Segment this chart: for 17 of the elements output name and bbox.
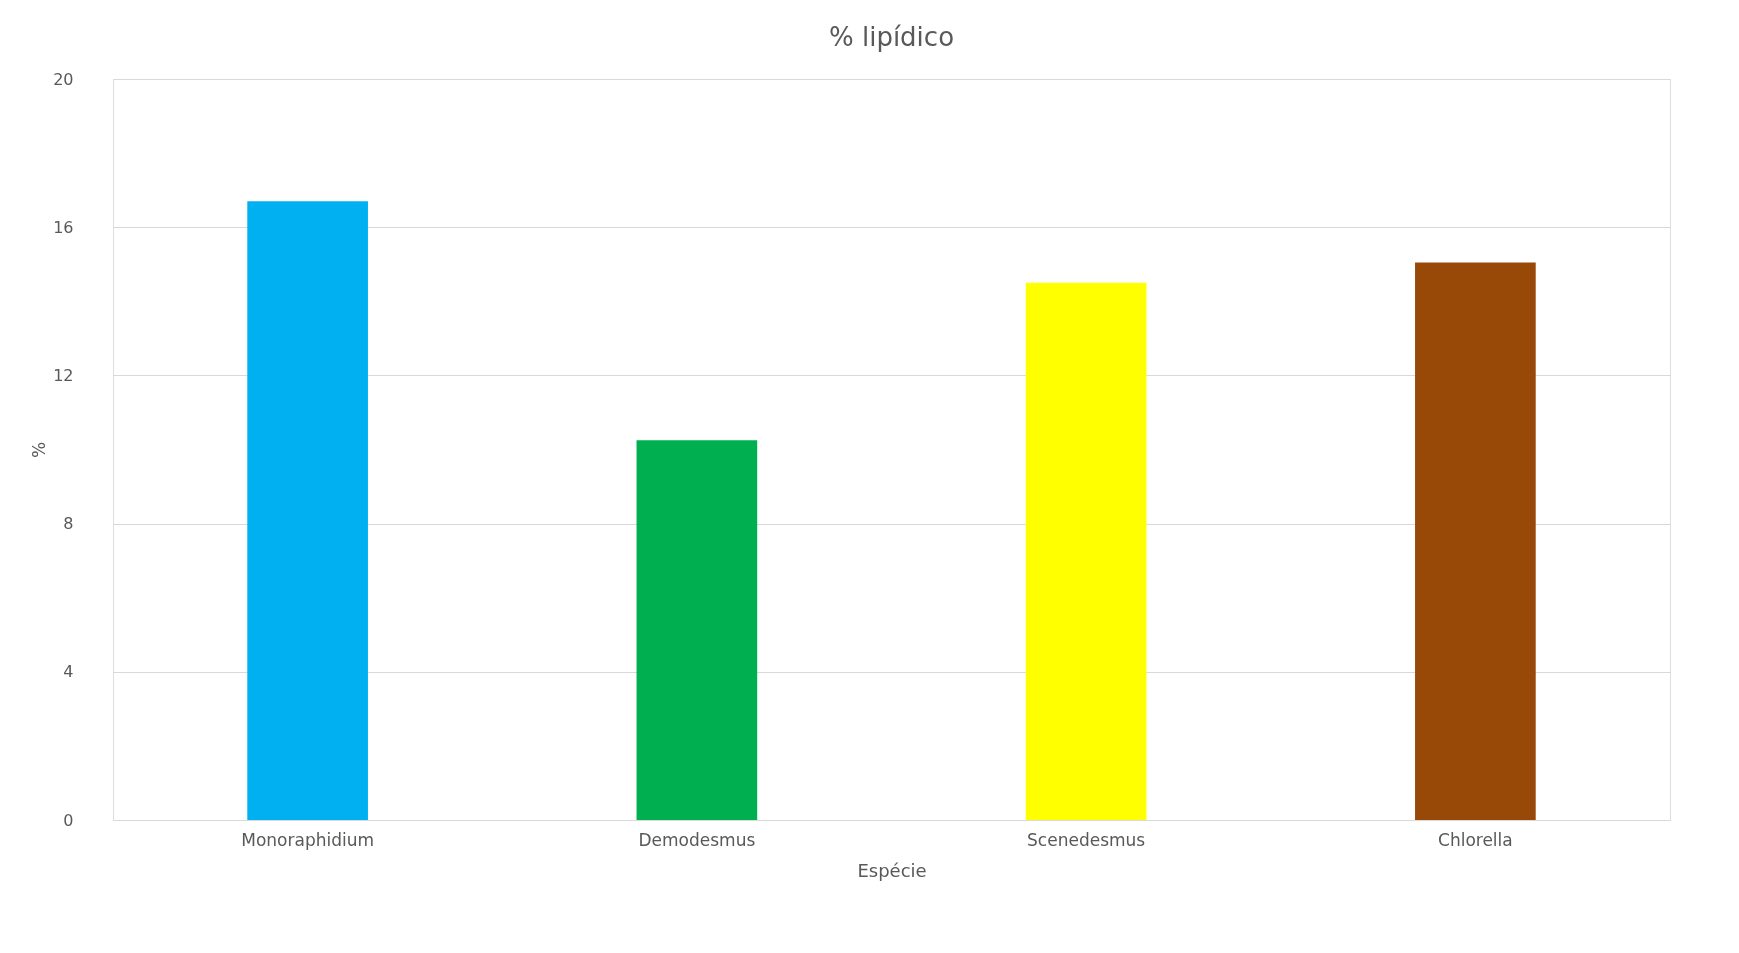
y-tick-label: 16 [53, 217, 74, 237]
x-tick-label: Demodesmus [638, 829, 756, 850]
x-tick-label: Scenedesmus [1027, 829, 1146, 850]
y-axis-title: % [29, 441, 50, 459]
bar [636, 440, 758, 820]
x-tick-label: Chlorella [1438, 829, 1513, 850]
x-axis-title: Espécie [857, 859, 927, 881]
bar [1415, 262, 1536, 820]
chart-title: % lipídico [828, 22, 955, 52]
y-tick-label: 20 [53, 69, 74, 89]
y-tick-label: 12 [53, 365, 74, 385]
y-tick-label: 4 [63, 662, 74, 682]
y-tick-label: 0 [63, 810, 74, 830]
y-tick-label: 8 [63, 514, 74, 534]
bar [1025, 282, 1147, 820]
bar [247, 201, 368, 820]
x-tick-label: Monoraphidium [241, 829, 375, 850]
